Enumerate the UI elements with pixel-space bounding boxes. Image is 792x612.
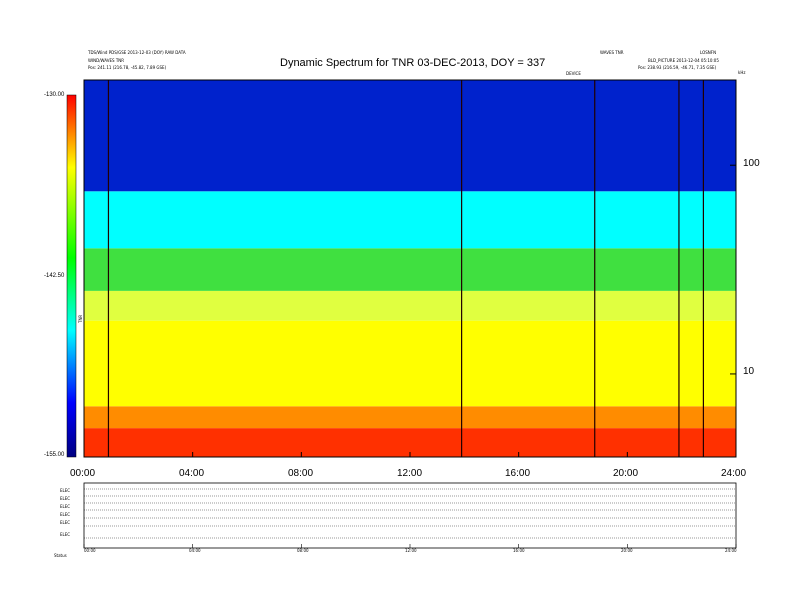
y-right-tick-100: 100 [743,158,760,169]
spectrum-band-3 [84,290,736,321]
strip-label-4: ELEC [60,512,71,517]
x-tick-00: 00:00 [70,468,96,479]
strip-x-tick-16: 16:00 [513,548,525,553]
y-right-tick-10: 10 [743,366,755,377]
strip-label-2: ELEC [60,496,71,501]
x-tick-08: 08:00 [288,468,314,479]
strip-label-6: ELEC [60,532,71,537]
header-info-line-3: Pos: 241.11 (216.78, -45.82, 7.89 GSE) [88,65,167,70]
spectrogram-area [84,80,736,457]
x-tick-16: 16:00 [505,468,531,479]
header-right-line-3: BLD_PICTURE 2013-12-04 05:10:05 [648,58,719,63]
chart-title: Dynamic Spectrum for TNR 03-DEC-2013, DO… [280,57,546,69]
x-tick-24: 24:00 [721,468,747,479]
header-right-line-2: LOSNFN [700,50,717,55]
spectrum-band-6 [84,80,736,192]
colorbar-tick-top: -130.00 [44,92,65,98]
x-tick-12: 12:00 [397,468,423,479]
strip-label-3: ELEC [60,504,71,509]
strip-x-tick-00: 00:00 [84,548,96,553]
colorbar [66,94,77,458]
spectrum-band-2 [84,320,736,407]
spectrum-band-1 [84,406,736,429]
strip-label-1: ELEC [60,488,71,493]
strip-x-tick-04: 04:00 [189,548,201,553]
unit-label: kHz [738,70,746,75]
strip-label-5: ELEC [60,520,71,525]
spectrum-band-5 [84,191,736,249]
header-info-line-1: TDS/Wind PDS/GSE 2013-12-03 (DOY) RAW DA… [88,50,186,55]
strip-status-label: Status [54,553,67,558]
colorbar-tick-bottom: -155.00 [44,452,65,458]
x-tick-04: 04:00 [179,468,205,479]
strip-x-tick-24: 24:00 [725,548,737,553]
device-label: DEVICE [566,71,581,76]
strip-x-tick-08: 08:00 [297,548,309,553]
spectrum-band-4 [84,248,736,291]
strip-x-tick-20: 20:00 [621,548,633,553]
header-right-line-1: WAVES TNR [600,50,624,55]
header-info-line-2: WIND/WAVES TNR [88,58,125,63]
strip-x-tick-12: 12:00 [405,548,417,553]
colorbar-label: TNR [78,314,83,323]
x-tick-20: 20:00 [613,468,639,479]
colorbar-tick-mid: -142.50 [44,273,65,279]
strip-frame [83,482,737,549]
header-right-line-4: Pos: 238.93 (216.59, -46.71, 7.35 GSE) [638,65,717,70]
